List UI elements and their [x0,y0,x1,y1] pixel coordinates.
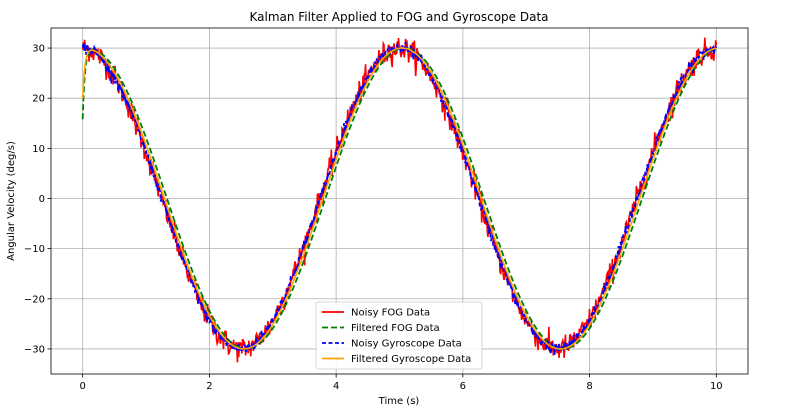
x-axis-title: Time (s) [378,396,420,407]
series-line-filtered-gyroscope-data [81,47,717,350]
grid [51,28,748,374]
plot-area [81,37,718,363]
series-line-noisy-fog-data [81,37,718,363]
legend-label: Filtered FOG Data [351,323,440,334]
y-tick-label: 0 [39,194,45,205]
y-tick-label: 20 [32,94,45,105]
y-tick-label: 10 [32,144,45,155]
plot-frame [50,27,749,375]
legend-box [315,301,483,370]
y-tick-label: −10 [24,244,45,255]
legend: Noisy FOG Data Filtered FOG Data Noisy Gyr… [315,301,483,370]
y-axis-title: Angular Velocity (deg/s) [6,141,17,261]
x-tick-label: 10 [710,381,723,392]
x-tick-label: 6 [460,381,466,392]
x-tick-label: 0 [79,381,85,392]
chart-title: Kalman Filter Applied to FOG and Gyrosco… [249,10,548,24]
series-line-filtered-fog-data [81,47,717,350]
x-tick-label: 4 [333,381,339,392]
y-axis: −30 −20 −10 0 10 20 30 [24,44,51,355]
y-tick-label: −30 [24,344,45,355]
x-axis: 0 2 4 6 8 10 [79,374,723,392]
legend-label: Filtered Gyroscope Data [351,354,471,365]
y-tick-label: 30 [32,44,45,55]
y-tick-label: −20 [24,294,45,305]
x-tick-label: 2 [206,381,212,392]
legend-label: Noisy FOG Data [351,308,430,319]
series-line-noisy-gyroscope-data [81,41,718,355]
legend-label: Noisy Gyroscope Data [351,339,462,350]
x-tick-label: 8 [586,381,592,392]
